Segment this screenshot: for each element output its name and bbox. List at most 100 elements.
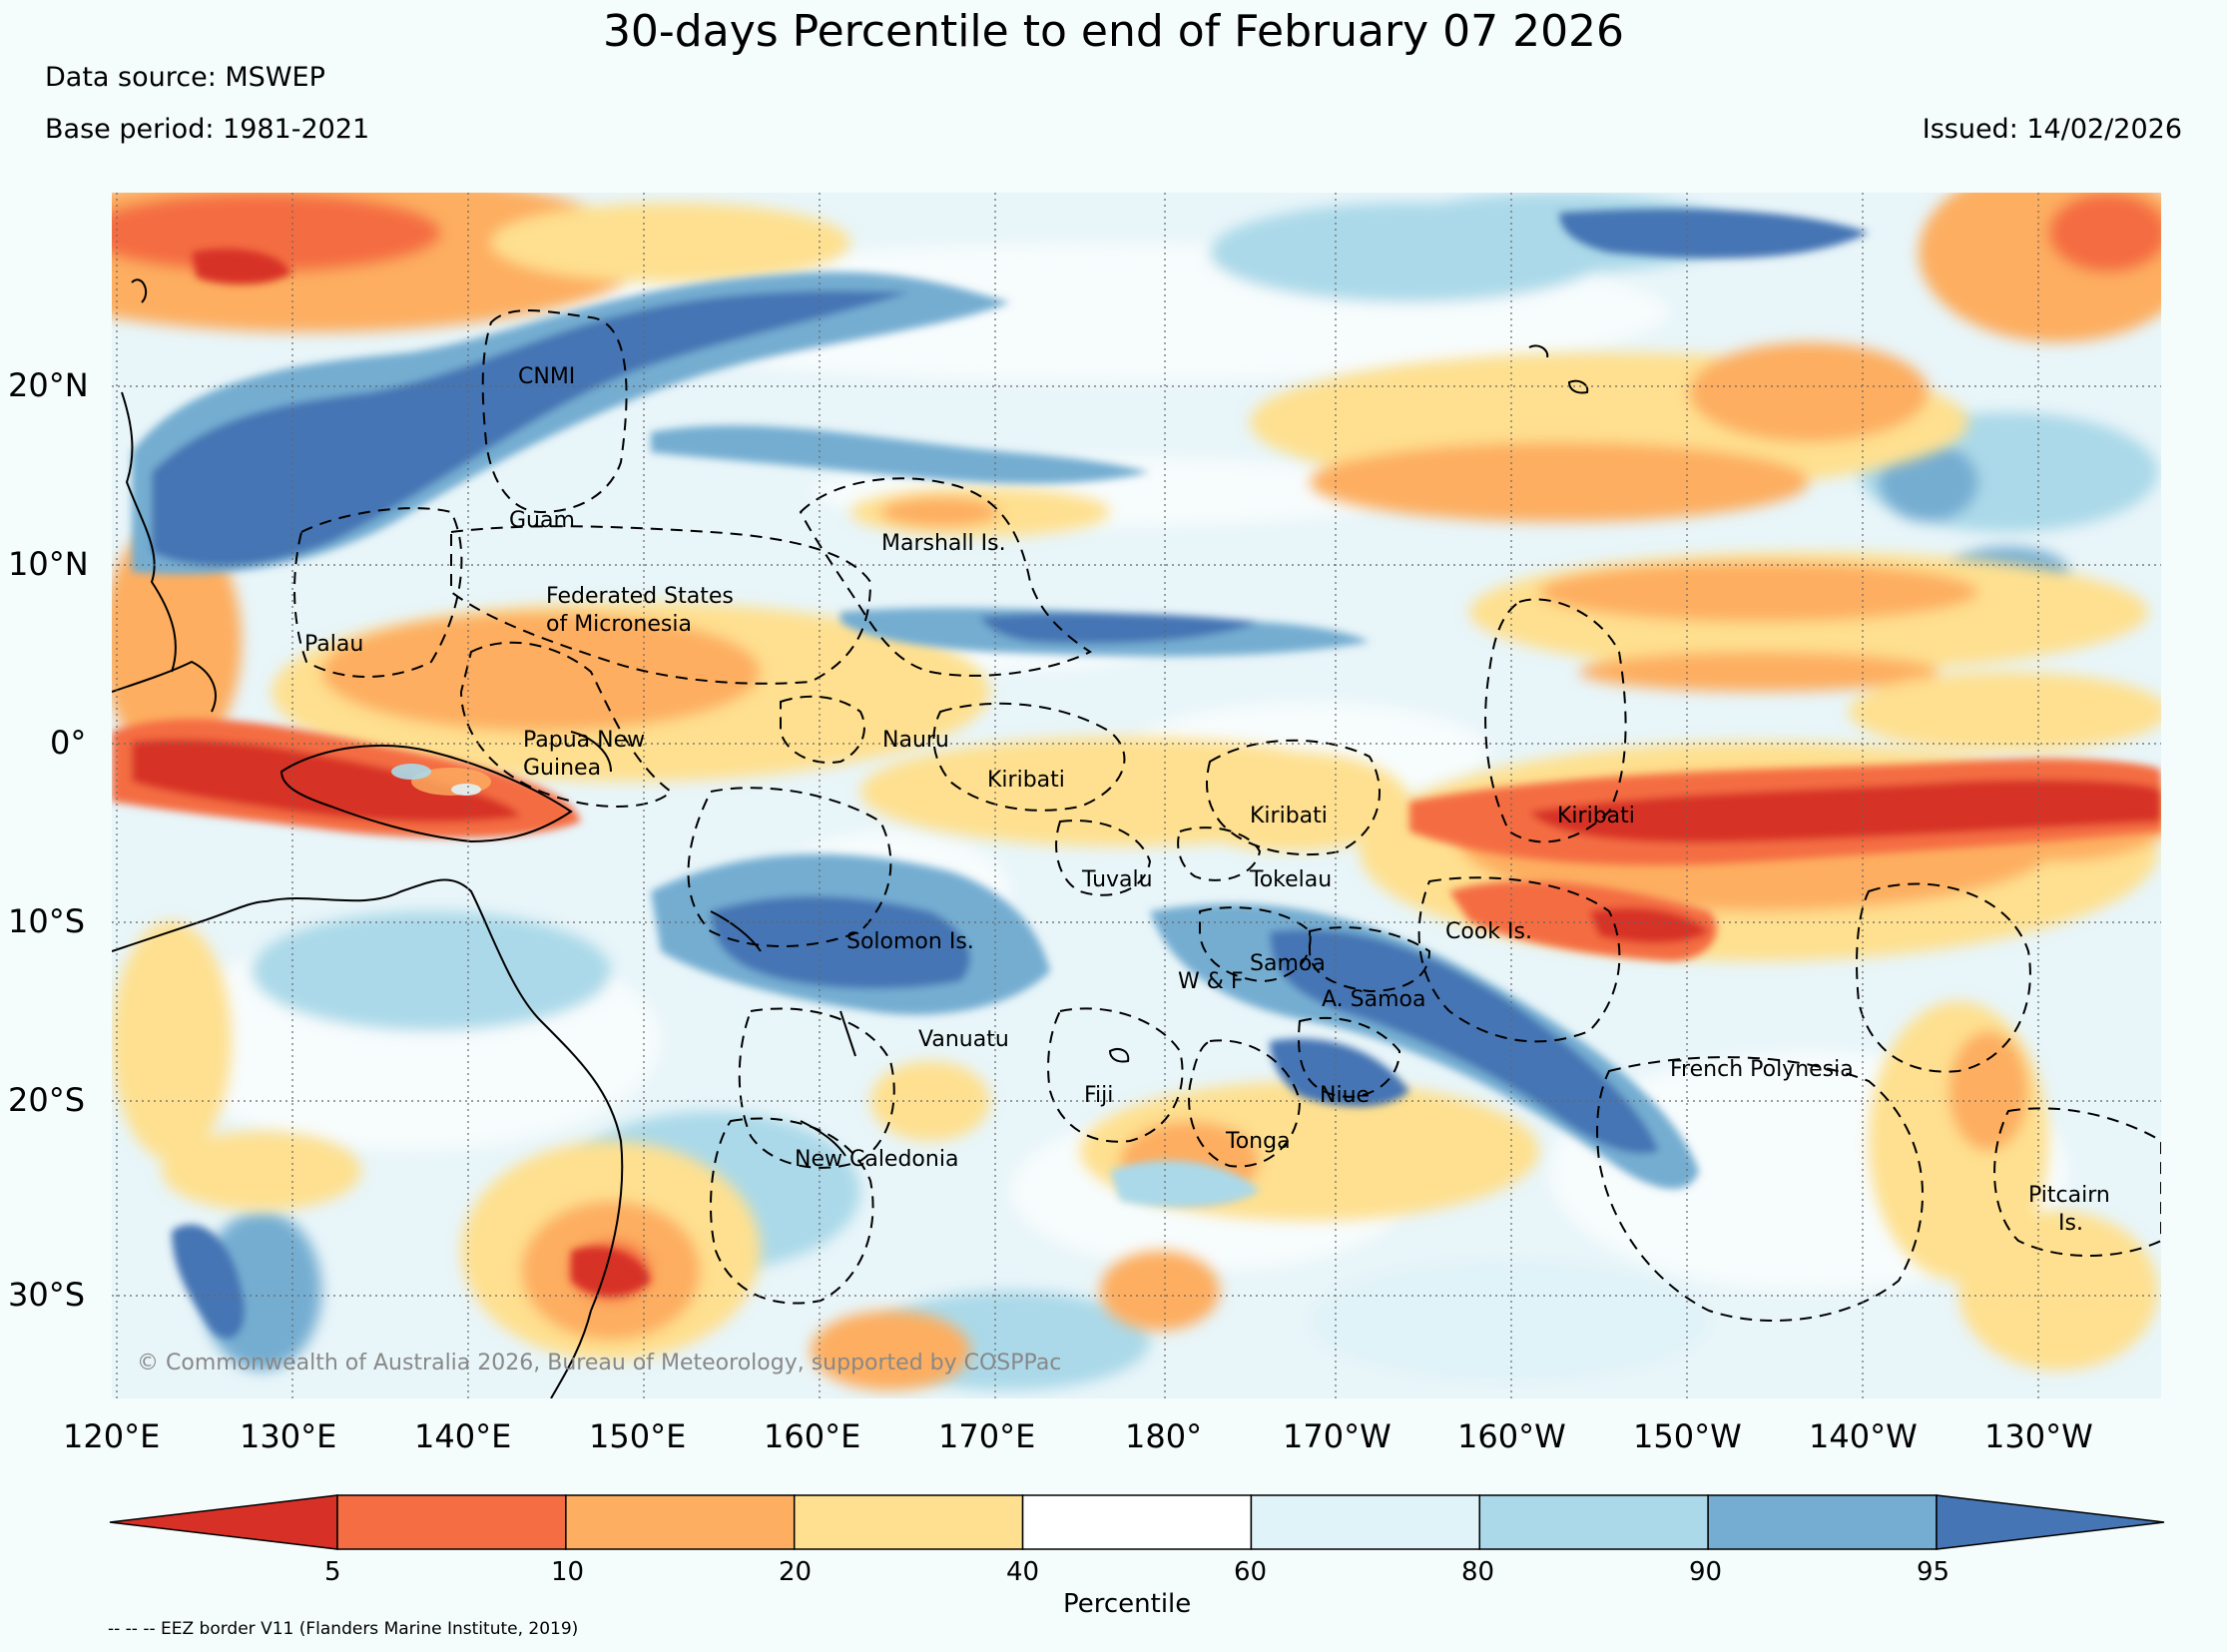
label-kiribati-central: Kiribati [1250, 804, 1328, 828]
label-pitcairn-1: Pitcairn [2028, 1183, 2110, 1208]
hawaii-big-island-coast [1567, 379, 1589, 394]
colorbar-extend-low [109, 1494, 338, 1550]
colorbar-segment [565, 1494, 796, 1550]
colorbar-tick-5: 5 [324, 1557, 341, 1587]
eez-solomon [687, 787, 892, 947]
eez-fsm [450, 525, 872, 685]
label-kiribati-west: Kiribati [987, 768, 1065, 793]
coastlines [112, 278, 1589, 1398]
label-vanuatu: Vanuatu [918, 1027, 1009, 1052]
indonesia-coast [112, 660, 217, 713]
lon-label-150w: 150°W [1633, 1417, 1742, 1455]
eez-cook-islands [1417, 876, 1621, 1043]
precip-field-very-dry [112, 249, 2161, 1296]
colorbar-segment [1478, 1494, 1709, 1550]
philippines-coast [121, 391, 177, 673]
lon-label-150e: 150°E [589, 1417, 687, 1455]
eez-legend-note: -- -- -- EEZ border V11 (Flanders Marine… [108, 1619, 579, 1639]
copyright-notice: © Commonwealth of Australia 2026, Bureau… [137, 1351, 1062, 1376]
lat-label-10s: 10°S [8, 902, 86, 940]
eez-nauru [780, 695, 865, 764]
colorbar-extend-high [1936, 1494, 2165, 1550]
eez-png [459, 641, 673, 808]
label-palau: Palau [304, 632, 364, 657]
label-fiji: Fiji [1084, 1083, 1114, 1108]
hawaii-coast [1528, 344, 1549, 358]
label-niue: Niue [1320, 1083, 1371, 1108]
eez-marquesas [1856, 882, 2031, 1073]
colorbar-tick-95: 95 [1917, 1557, 1950, 1587]
lon-label-180: 180° [1125, 1417, 1203, 1455]
label-png-1: Papua New [523, 728, 646, 753]
eez-marshall [799, 477, 1092, 677]
lon-label-170w: 170°W [1283, 1417, 1392, 1455]
label-pitcairn-2: Is. [2058, 1211, 2083, 1236]
lat-label-20n: 20°N [8, 366, 89, 404]
label-marshall: Marshall Is. [881, 531, 1006, 556]
label-samoa: Samoa [1250, 951, 1326, 976]
map-title: 30-days Percentile to end of February 07… [602, 6, 1625, 57]
label-fsm-2: of Micronesia [546, 612, 692, 637]
colorbar-tick-10: 10 [551, 1557, 585, 1587]
base-period-label: Base period: 1981-2021 [45, 114, 370, 145]
eez-niue [1298, 1016, 1401, 1098]
label-wallis-futuna: W & F [1178, 969, 1244, 994]
colorbar-segment [1707, 1494, 1938, 1550]
taiwan-coast [131, 278, 148, 303]
new-britain-coast [570, 731, 612, 773]
lon-label-170e: 170°E [938, 1417, 1036, 1455]
lon-label-120e: 120°E [63, 1417, 161, 1455]
label-png-2: Guinea [523, 756, 602, 781]
solomon-islands-coast [710, 910, 762, 952]
colorbar-segment [793, 1494, 1024, 1550]
eez-tonga [1188, 1039, 1302, 1168]
colorbar [109, 1494, 2165, 1550]
colorbar-label: Percentile [1063, 1589, 1192, 1619]
label-nauru: Nauru [882, 728, 949, 753]
eez-tuvalu [1055, 820, 1152, 896]
label-french-polynesia: French Polynesia [1670, 1057, 1854, 1082]
lat-label-10n: 10°N [8, 545, 89, 583]
colorbar-tick-60: 60 [1234, 1557, 1268, 1587]
australia-north-coast [112, 900, 268, 952]
vanuatu-coast [839, 1010, 856, 1057]
label-guam: Guam [509, 508, 575, 533]
eez-cnmi [481, 309, 628, 514]
eez-pitcairn [1993, 1107, 2161, 1257]
data-source-label: Data source: MSWEP [45, 62, 325, 93]
label-tuvalu: Tuvalu [1082, 867, 1153, 892]
lon-label-140e: 140°E [414, 1417, 512, 1455]
eez-borders [293, 309, 2161, 1322]
new-guinea-coast [279, 744, 573, 843]
lat-label-equator: 0° [50, 724, 87, 762]
png-highlands-speckle [391, 764, 491, 796]
label-kiribati-east: Kiribati [1557, 804, 1635, 828]
label-tonga: Tonga [1226, 1129, 1291, 1154]
colorbar-tick-90: 90 [1689, 1557, 1723, 1587]
eez-palau [293, 507, 463, 678]
label-tokelau: Tokelau [1250, 867, 1333, 892]
map-canvas [112, 193, 2161, 1398]
lat-label-20s: 20°S [8, 1081, 86, 1119]
label-cnmi: CNMI [518, 364, 576, 389]
eez-kiribati-west [932, 702, 1126, 812]
issued-label: Issued: 14/02/2026 [1922, 114, 2182, 145]
label-solomon: Solomon Is. [846, 929, 974, 954]
eez-samoa [1199, 906, 1312, 983]
colorbar-segment [336, 1494, 567, 1550]
eez-kiribati-east [1484, 598, 1627, 843]
label-cook: Cook Is. [1445, 919, 1532, 944]
lon-label-130w: 130°W [1984, 1417, 2093, 1455]
colorbar-segment [1021, 1494, 1253, 1550]
label-new-caledonia: New Caledonia [795, 1147, 959, 1172]
lon-label-140w: 140°W [1809, 1417, 1918, 1455]
label-american-samoa: A. Samoa [1322, 987, 1426, 1012]
fiji-coast [1108, 1048, 1130, 1063]
colorbar-tick-40: 40 [1006, 1557, 1040, 1587]
colorbar-tick-20: 20 [779, 1557, 813, 1587]
eez-fiji [1047, 1007, 1184, 1143]
eez-kiribati-central [1206, 739, 1381, 856]
graticule [112, 193, 2161, 1398]
lon-label-160w: 160°W [1457, 1417, 1566, 1455]
lon-label-130e: 130°E [240, 1417, 337, 1455]
